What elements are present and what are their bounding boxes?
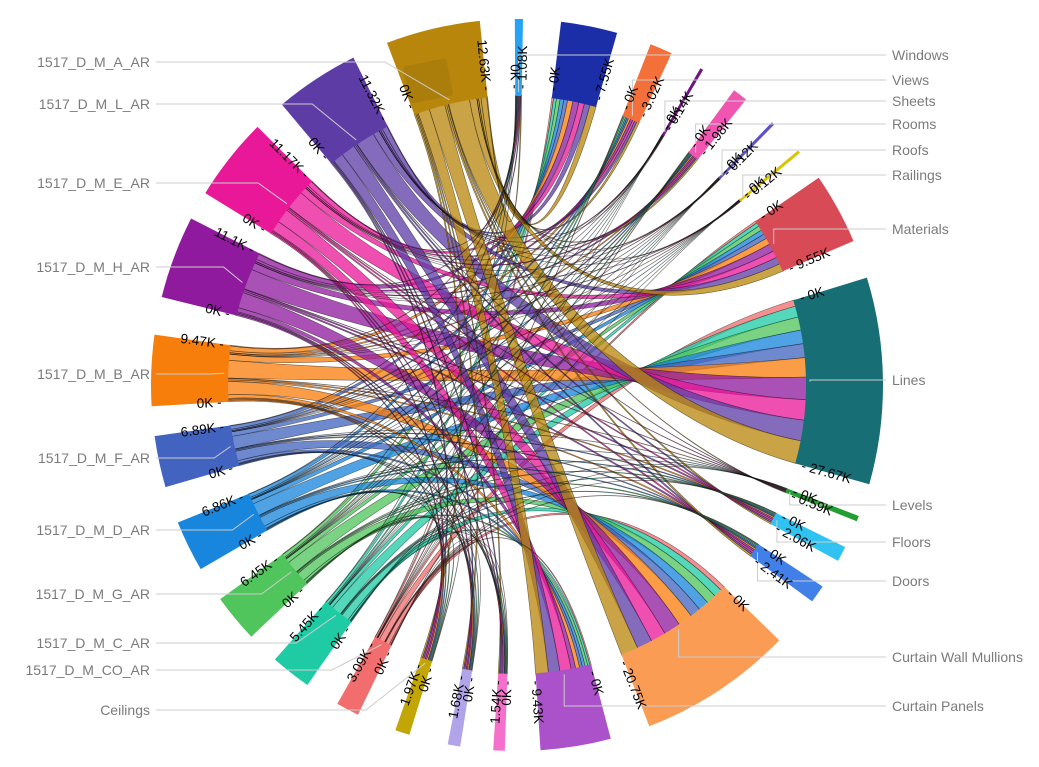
- svg-text:Railings: Railings: [892, 167, 942, 183]
- svg-text:Roofs: Roofs: [892, 142, 929, 158]
- svg-text:- 9.43K: - 9.43K: [529, 680, 547, 724]
- svg-text:Lines: Lines: [892, 372, 925, 388]
- svg-text:9.47K -: 9.47K -: [180, 331, 225, 352]
- svg-text:0K -: 0K -: [508, 64, 523, 89]
- svg-text:Curtain Wall Mullions: Curtain Wall Mullions: [892, 649, 1023, 665]
- svg-text:0K -: 0K -: [196, 395, 222, 411]
- svg-text:1.54K -: 1.54K -: [487, 680, 505, 724]
- svg-text:1517_D_M_H_AR: 1517_D_M_H_AR: [36, 259, 150, 275]
- svg-text:Ceilings: Ceilings: [100, 702, 150, 718]
- svg-text:0K -: 0K -: [460, 676, 479, 703]
- svg-text:0K -: 0K -: [204, 301, 232, 322]
- svg-text:Floors: Floors: [892, 534, 931, 550]
- svg-text:6.89K -: 6.89K -: [180, 419, 225, 440]
- svg-text:Rooms: Rooms: [892, 116, 936, 132]
- svg-text:1517_D_M_L_AR: 1517_D_M_L_AR: [39, 96, 150, 112]
- svg-text:- 0K: - 0K: [586, 669, 607, 697]
- svg-text:1517_D_M_G_AR: 1517_D_M_G_AR: [36, 586, 150, 602]
- svg-text:- 0K: - 0K: [545, 66, 563, 92]
- svg-text:1517_D_M_B_AR: 1517_D_M_B_AR: [37, 366, 150, 382]
- svg-text:1517_D_M_C_AR: 1517_D_M_C_AR: [36, 635, 150, 651]
- svg-text:Sheets: Sheets: [892, 93, 936, 109]
- svg-text:1517_D_M_F_AR: 1517_D_M_F_AR: [38, 450, 150, 466]
- svg-text:- 1.08K: - 1.08K: [514, 45, 530, 89]
- svg-text:0K -: 0K -: [207, 460, 235, 481]
- svg-text:Materials: Materials: [892, 221, 949, 237]
- svg-text:12.63K -: 12.63K -: [474, 39, 494, 91]
- svg-text:1517_D_M_CO_AR: 1517_D_M_CO_AR: [25, 662, 150, 678]
- svg-text:0K -: 0K -: [416, 666, 438, 694]
- svg-text:1517_D_M_A_AR: 1517_D_M_A_AR: [37, 54, 150, 70]
- svg-text:Levels: Levels: [892, 497, 932, 513]
- svg-text:1517_D_M_E_AR: 1517_D_M_E_AR: [37, 175, 150, 191]
- svg-text:0K -: 0K -: [499, 681, 515, 706]
- svg-text:1517_D_M_D_AR: 1517_D_M_D_AR: [36, 522, 150, 538]
- svg-text:Views: Views: [892, 72, 929, 88]
- svg-text:Doors: Doors: [892, 573, 929, 589]
- svg-text:Windows: Windows: [892, 47, 949, 63]
- svg-text:Curtain Panels: Curtain Panels: [892, 698, 984, 714]
- svg-text:- 0K: - 0K: [798, 284, 826, 306]
